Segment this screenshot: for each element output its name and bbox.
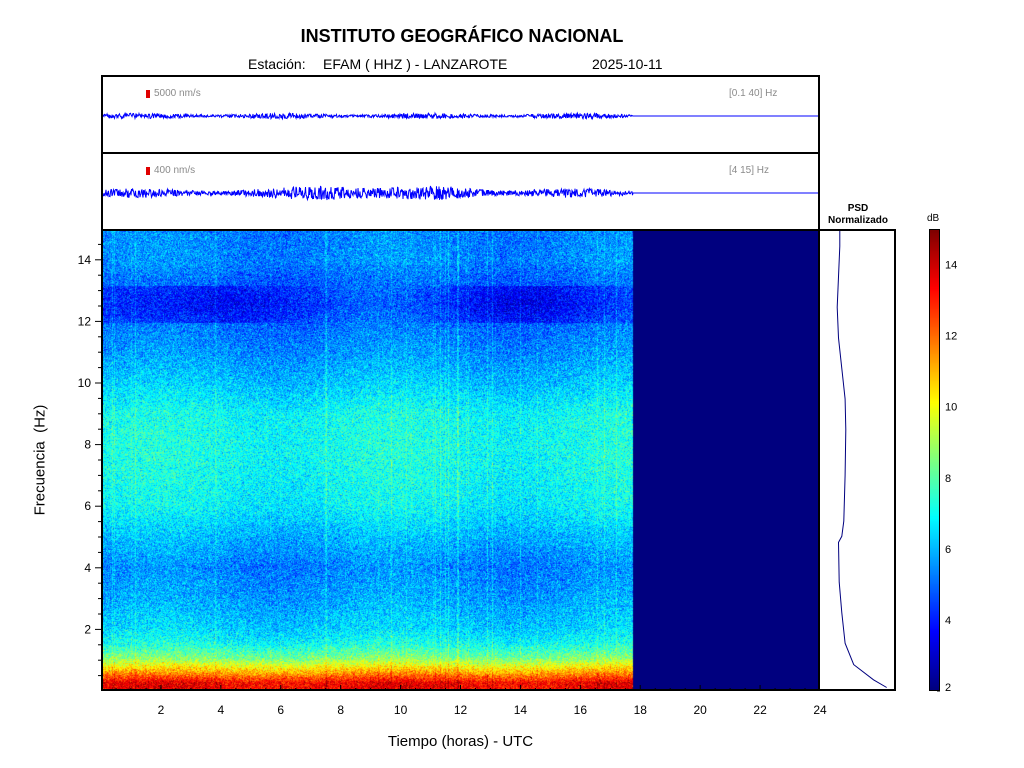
trace-panel-filtered: 400 nm/s [4 15] Hz — [101, 152, 820, 231]
x-tick-label: 10 — [394, 703, 408, 717]
x-tick-label: 20 — [693, 703, 707, 717]
colorbar-tick-label: 14 — [945, 260, 957, 272]
x-tick-label: 14 — [514, 703, 528, 717]
psd-title-line2: Normalizado — [827, 215, 888, 226]
station-label: Estación: — [248, 56, 306, 72]
trace-panel-broadband: 5000 nm/s [0.1 40] Hz — [101, 75, 820, 154]
x-axis-label: Tiempo (horas) - UTC — [387, 733, 534, 750]
y-tick-label: 14 — [78, 253, 92, 267]
spectrogram-heatmap — [103, 231, 818, 689]
x-tick-label: 2 — [158, 703, 165, 717]
psd-title-line1: PSD — [847, 203, 869, 214]
x-tick-label: 16 — [574, 703, 588, 717]
colorbar — [929, 229, 940, 691]
psd-panel — [818, 229, 896, 691]
seismogram-trace-filtered — [103, 185, 818, 202]
y-tick-label: 6 — [84, 499, 91, 513]
colorbar-tick-label: 12 — [945, 331, 957, 343]
x-tick-label: 18 — [634, 703, 648, 717]
spectrogram-frame — [101, 229, 820, 691]
colorbar-label: dB — [927, 213, 940, 224]
colorbar-tick-label: 4 — [945, 615, 951, 627]
colorbar-gradient — [930, 230, 939, 690]
x-tick-label: 24 — [813, 703, 827, 717]
psd-curve — [836, 231, 887, 688]
y-tick-label: 12 — [78, 314, 92, 328]
colorbar-tick-label: 6 — [945, 544, 951, 556]
amplitude-scale-marker — [146, 167, 150, 175]
amplitude-scale-label: 5000 nm/s — [154, 88, 201, 99]
x-tick-label: 12 — [454, 703, 468, 717]
x-tick-label: 6 — [277, 703, 284, 717]
station-name: EFAM ( HHZ ) - LANZAROTE — [323, 56, 508, 72]
colorbar-tick-label: 10 — [945, 402, 957, 414]
x-tick-label: 22 — [753, 703, 767, 717]
y-tick-label: 8 — [84, 438, 91, 452]
colorbar-tick-label: 2 — [945, 682, 951, 694]
y-axis-label: Frecuencia (Hz) — [31, 404, 49, 516]
date-label: 2025-10-11 — [592, 56, 663, 72]
y-tick-label: 4 — [84, 561, 91, 575]
seismogram-trace-broadband — [103, 111, 818, 121]
x-tick-label: 4 — [217, 703, 224, 717]
page-title: INSTITUTO GEOGRÁFICO NACIONAL — [300, 26, 624, 46]
x-tick-label: 8 — [337, 703, 344, 717]
amplitude-scale-marker — [146, 90, 150, 98]
psd-title: PSD Normalizado — [820, 203, 896, 227]
y-tick-label: 2 — [84, 622, 91, 636]
filter-band-label: [4 15] Hz — [729, 165, 770, 176]
colorbar-tick-label: 8 — [945, 473, 951, 485]
amplitude-scale-label: 400 nm/s — [154, 165, 196, 176]
filter-band-label: [0.1 40] Hz — [729, 88, 778, 99]
y-tick-label: 10 — [78, 376, 92, 390]
